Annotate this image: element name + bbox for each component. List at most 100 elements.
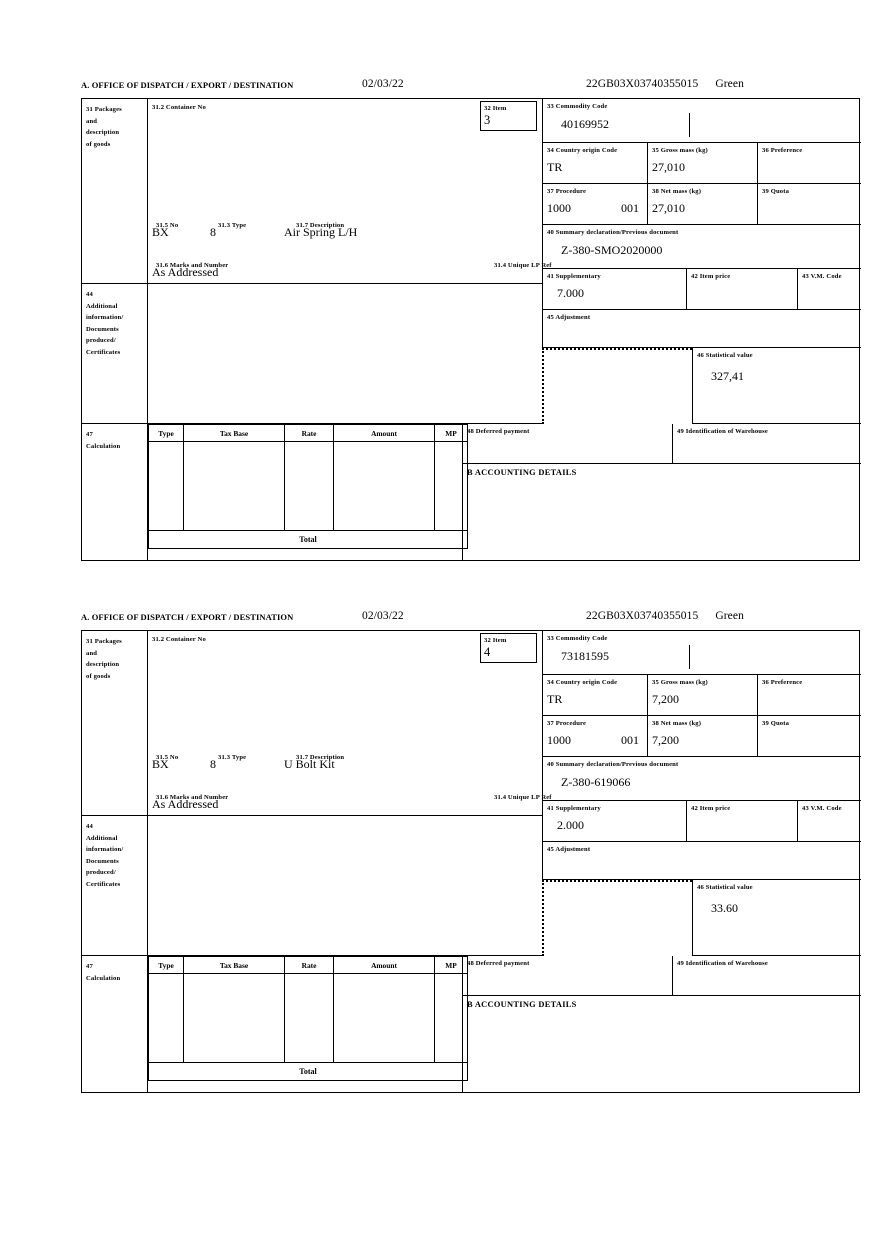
box-33-commodity-code: 33 Commodity Code 40169952 (542, 99, 861, 143)
box-47-label: 47 Calculation (82, 956, 148, 1092)
box-46-statistical-value: 46 Statistical value 327,41 (692, 348, 861, 424)
declaration-reference: 22GB03X03740355015 Green (586, 610, 744, 622)
box-31-4-unique-lp-ref-label: 31.4 Unique LP Ref (494, 262, 552, 269)
box-43-label: 43 V.M. Code (802, 273, 842, 280)
calculation-total-row: Total (148, 1062, 468, 1081)
box-37-value-row: 1000 001 (543, 197, 647, 216)
box-33-label: 33 Commodity Code (547, 635, 608, 642)
calculation-header-row: Type Tax Base Rate Amount MP (148, 956, 468, 974)
box-39-label: 39 Quota (762, 720, 790, 727)
box-48-label: 48 Deferred payment (467, 428, 530, 435)
accounting-details-label: B ACCOUNTING DETAILS (467, 468, 577, 477)
box-34-country-origin: 34 Country origin Code TR (542, 675, 648, 716)
column-tax-base: Tax Base (183, 956, 285, 974)
box-48-deferred-payment: 48 Deferred payment (462, 956, 673, 996)
box-35-label: 35 Gross mass (kg) (652, 147, 708, 154)
declaration-form-item-4: A. OFFICE OF DISPATCH / EXPORT / DESTINA… (81, 610, 861, 1093)
declaration-grid: 31 Packages and description of goods 31.… (81, 630, 861, 1093)
box-37-procedure-value: 1000 (547, 201, 571, 216)
box-49-label: 49 Identification of Warehouse (677, 960, 768, 967)
box-46-dotted-divider (542, 348, 692, 424)
box-37-procedure-value: 1000 (547, 733, 571, 748)
box-46-statistical-value: 46 Statistical value 33.60 (692, 880, 861, 956)
box-49-identification-of-warehouse: 49 Identification of Warehouse (673, 424, 861, 464)
box-38-label: 38 Net mass (kg) (652, 188, 702, 195)
box-47-label-text: 47 Calculation (86, 963, 121, 982)
box-44-label: 44 Additional information/ Documents pro… (82, 284, 148, 424)
box-40-label: 40 Summary declaration/Previous document (547, 229, 679, 236)
lane-status: Green (715, 610, 744, 622)
box-34-value: TR (547, 160, 563, 175)
office-of-dispatch-label: A. OFFICE OF DISPATCH / EXPORT / DESTINA… (81, 80, 294, 90)
box-33-label: 33 Commodity Code (547, 103, 608, 110)
box-31-7-description-value: Air Spring L/H (284, 225, 358, 239)
box-31-6-marks-value-row: As Addressed (152, 795, 218, 813)
box-31-6-marks-label: 31.6 Marks and Number (156, 262, 229, 269)
cell-tax-base[interactable] (183, 441, 285, 531)
box-44-label-text: 44 Additional information/ Documents pro… (86, 291, 124, 356)
box-31-6-marks-value: As Addressed (152, 265, 219, 279)
box-31-2-container-no-label: 31.2 Container No (152, 636, 206, 643)
box-34-label: 34 Country origin Code (547, 147, 618, 154)
cell-type[interactable] (148, 973, 184, 1063)
box-47-calculation-table: Type Tax Base Rate Amount MP To (148, 956, 468, 1092)
cell-type[interactable] (148, 441, 184, 531)
declaration-reference: 22GB03X03740355015 Green (586, 78, 744, 90)
box-31-subheader-row: 31.5 No 31.3 Type 31.7 Description (152, 214, 344, 232)
form-header: A. OFFICE OF DISPATCH / EXPORT / DESTINA… (81, 78, 861, 98)
box-45-label: 45 Adjustment (547, 314, 591, 321)
box-37-procedure: 37 Procedure 1000 001 (542, 184, 648, 225)
box-32-item-value: 4 (484, 645, 491, 660)
box-34-label: 34 Country origin Code (547, 679, 618, 686)
box-47-calculation-table: Type Tax Base Rate Amount MP To (148, 424, 468, 560)
form-header: A. OFFICE OF DISPATCH / EXPORT / DESTINA… (81, 610, 861, 630)
calculation-body-row (148, 973, 468, 1063)
box-46-value: 327,41 (711, 369, 744, 384)
box-31-5-no-label: 31.5 No (156, 222, 179, 229)
cell-amount[interactable] (333, 441, 435, 531)
box-38-label: 38 Net mass (kg) (652, 720, 702, 727)
box-49-label: 49 Identification of Warehouse (677, 428, 768, 435)
cell-rate[interactable] (284, 441, 334, 531)
box-39-quota: 39 Quota (758, 184, 861, 225)
box-41-value: 2.000 (557, 818, 584, 833)
box-31-7-description-label: 31.7 Description (296, 222, 345, 229)
box-42-item-price: 42 Item price (687, 801, 798, 842)
declaration-grid: 31 Packages and description of goods 31.… (81, 98, 861, 561)
cell-tax-base[interactable] (183, 973, 285, 1063)
box-31-label: 31 Packages and description of goods (82, 99, 148, 284)
column-tax-base: Tax Base (183, 424, 285, 442)
calculation-body-row (148, 441, 468, 531)
box-31-3-type-label: 31.3 Type (218, 754, 247, 761)
box-31-6-marks-label-row: 31.6 Marks and Number 31.4 Unique LP Ref (152, 254, 552, 272)
reference-number: 22GB03X03740355015 (586, 610, 699, 622)
box-37-value-row: 1000 001 (543, 729, 647, 748)
box-41-supplementary: 41 Supplementary 2.000 (542, 801, 687, 842)
box-36-label: 36 Preference (762, 147, 803, 154)
box-37-label: 37 Procedure (547, 188, 587, 195)
office-of-dispatch-label: A. OFFICE OF DISPATCH / EXPORT / DESTINA… (81, 612, 294, 622)
box-32-item: 32 Item 4 (480, 633, 537, 663)
box-31-subheader-row: 31.5 No 31.3 Type 31.7 Description (152, 746, 344, 764)
box-38-value: 27,010 (652, 201, 685, 216)
box-31-6-marks-label: 31.6 Marks and Number (156, 794, 229, 801)
box-44-additional-information (148, 816, 542, 956)
column-type: Type (148, 424, 184, 442)
cell-rate[interactable] (284, 973, 334, 1063)
box-31-label: 31 Packages and description of goods (82, 631, 148, 816)
box-32-item: 32 Item 3 (480, 101, 537, 131)
commodity-code-divider-tick (689, 113, 690, 137)
box-39-quota: 39 Quota (758, 716, 861, 757)
box-43-label: 43 V.M. Code (802, 805, 842, 812)
cell-amount[interactable] (333, 973, 435, 1063)
column-rate: Rate (284, 956, 334, 974)
calculation-total-row: Total (148, 530, 468, 549)
box-40-summary-declaration: 40 Summary declaration/Previous document… (542, 225, 861, 269)
box-42-label: 42 Item price (691, 805, 731, 812)
box-40-label: 40 Summary declaration/Previous document (547, 761, 679, 768)
box-34-value: TR (547, 692, 563, 707)
box-37-procedure-value-2: 001 (621, 733, 639, 748)
box-33-commodity-code: 33 Commodity Code 73181595 (542, 631, 861, 675)
box-36-preference: 36 Preference (758, 143, 861, 184)
total-label: Total (148, 530, 468, 549)
